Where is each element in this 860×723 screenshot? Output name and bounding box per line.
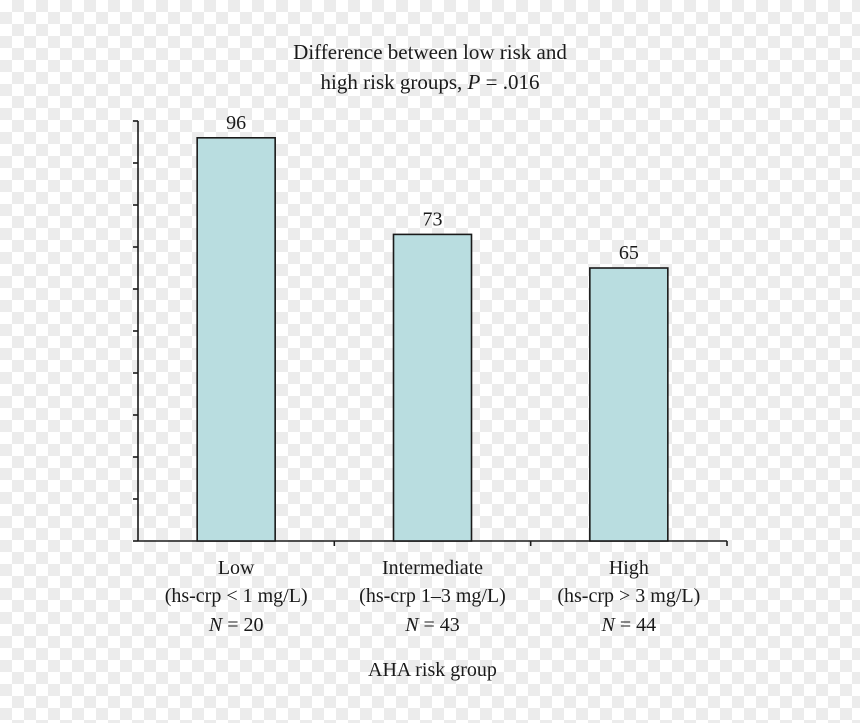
x-tick-label-n-2: N = 44 (601, 614, 657, 636)
x-tick-label-n-symbol-2: N (601, 614, 617, 636)
chart-title-p-value: = .016 (480, 70, 540, 94)
bar-low (196, 137, 276, 542)
chart-title-p-label: P (467, 70, 481, 94)
x-tick-label-detail-2: (hs-crp > 3 mg/L) (557, 585, 700, 607)
x-tick-label-name-1: Intermediate (382, 557, 483, 579)
bar-value-label-1: 73 (423, 208, 443, 230)
x-tick-label-n-1: N = 43 (404, 614, 460, 636)
chart-title-line-2: high risk groups, P = .016 (0, 70, 860, 95)
bar-value-label-0: 96 (226, 112, 246, 134)
x-axis-label: AHA risk group (368, 659, 497, 681)
chart-title-line-1: Difference between low risk and (293, 40, 567, 64)
x-tick-label-n-symbol-0: N (208, 614, 224, 636)
bar-high (589, 267, 669, 542)
x-tick-label-n-value-1: = 43 (419, 614, 460, 636)
x-tick-label-n-symbol-1: N (404, 614, 420, 636)
x-tick-label-detail-1: (hs-crp 1–3 mg/L) (359, 585, 506, 607)
x-tick-label-n-value-0: = 20 (222, 614, 263, 636)
bar-intermediate (392, 233, 473, 542)
x-tick-label-name-2: High (609, 557, 649, 579)
chart-title-text: high risk groups, (320, 70, 468, 94)
x-tick-label-detail-0: (hs-crp < 1 mg/L) (165, 585, 308, 607)
x-tick-label-name-0: Low (218, 557, 255, 579)
bar-value-label-2: 65 (619, 242, 639, 264)
x-tick-label-n-value-2: = 44 (615, 614, 656, 636)
x-tick-label-n-0: N = 20 (208, 614, 264, 636)
